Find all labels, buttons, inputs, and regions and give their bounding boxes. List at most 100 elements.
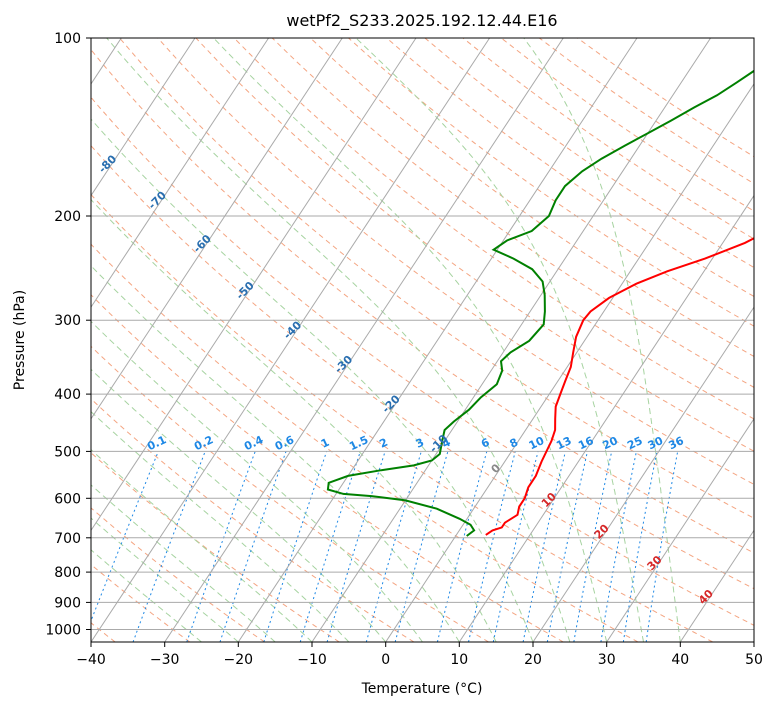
mixing-ratio-line: [132, 451, 206, 642]
mixing-ratio-line: [219, 451, 287, 642]
y-tick-label: 600: [54, 491, 81, 507]
temperature-profile-line: [485, 237, 754, 536]
y-tick-label: 500: [54, 444, 81, 460]
mixing-ratio-line: [91, 451, 159, 623]
moist-adiabat-line: [523, 38, 681, 642]
temperature-annotation: -50: [234, 279, 257, 302]
x-tick-label: 30: [598, 652, 616, 668]
temperature-annotation: -70: [146, 189, 169, 212]
isotherm-line: [753, 641, 754, 642]
mixing-ratio-label: 30: [646, 434, 666, 452]
grid-lines: [91, 38, 754, 642]
y-tick-label: 700: [54, 531, 81, 547]
y-axis-label: Pressure (hPa): [12, 290, 28, 390]
moist-adiabat-line: [91, 118, 534, 642]
temperature-annotation: 30: [645, 553, 665, 573]
dry-adiabat-line: [424, 38, 754, 269]
mixing-ratio-label: 16: [576, 434, 596, 452]
mixing-ratio-line: [522, 451, 566, 642]
mixing-ratio-label: 0.4: [242, 433, 265, 453]
isotherm-line: [385, 83, 754, 642]
dry-adiabat-line: [310, 38, 754, 358]
moist-adiabat-line: [106, 38, 571, 642]
temperature-annotation: 10: [539, 490, 559, 510]
isotherm-line: [532, 306, 754, 642]
mixing-ratio-line: [600, 451, 637, 642]
moist-adiabat-line: [91, 410, 350, 642]
profile-series: [326, 69, 754, 537]
plot-frame: [90, 37, 755, 643]
mixing-ratio-label: 25: [625, 434, 644, 452]
mixing-ratio-line: [326, 451, 386, 642]
dry-adiabat-line: [386, 38, 754, 298]
mixing-ratio-line: [263, 451, 328, 642]
x-tick-label: 0: [381, 652, 390, 668]
moist-adiabat-line: [91, 517, 239, 642]
dry-adiabat-line: [91, 48, 754, 554]
x-axis-label: Temperature (°C): [361, 681, 483, 697]
temperature-annotation: -100: [0, 68, 29, 97]
moist-adiabat-line: [91, 484, 276, 642]
mixing-ratio-label: 13: [554, 434, 573, 452]
temperature-annotation: 0: [489, 461, 504, 476]
dry-adiabat-line: [577, 38, 754, 158]
mixing-ratio-line: [186, 451, 256, 642]
mixing-ratio-line: [492, 451, 539, 642]
dry-adiabat-line: [233, 38, 754, 420]
y-tick-label: 300: [54, 313, 81, 329]
mixing-ratio-line: [573, 451, 613, 642]
isotherm-line: [311, 38, 712, 642]
dry-adiabat-line: [91, 452, 340, 642]
isotherm-line: [164, 38, 564, 642]
y-tick-label: 400: [54, 387, 81, 403]
dry-adiabat-line: [119, 38, 754, 519]
x-tick-label: 40: [671, 652, 689, 668]
isotherm-line: [91, 38, 491, 642]
mixing-ratio-label: 20: [601, 434, 621, 452]
moist-adiabat-line: [91, 198, 497, 642]
isotherm-line: [237, 38, 638, 642]
dry-adiabat-line: [157, 38, 754, 485]
temperature-annotation: -90: [50, 110, 73, 133]
dry-adiabat-line: [91, 243, 639, 642]
mixing-ratio-line: [299, 451, 361, 642]
temperature-annotation: -20: [380, 392, 403, 415]
y-tick-label: 1000: [45, 623, 81, 639]
x-tick-label: −40: [76, 652, 106, 668]
mixing-ratio-line: [394, 451, 449, 642]
mixing-ratio-label: 6: [479, 436, 492, 451]
isotherm-line: [91, 38, 417, 532]
temperature-annotation: -40: [281, 318, 304, 341]
mixing-ratio-line: [645, 451, 679, 642]
isotherm-line: [91, 38, 270, 309]
moist-adiabat-line: [91, 549, 202, 642]
moist-adiabat-line: [213, 38, 608, 642]
dry-adiabat-line: [91, 294, 564, 642]
x-tick-label: 10: [450, 652, 468, 668]
mixing-ratio-label: 8: [508, 436, 520, 451]
dry-adiabat-line: [91, 96, 754, 590]
mixing-ratio-line: [365, 451, 422, 642]
dry-adiabat-line: [91, 345, 489, 642]
mixing-ratio-label: 10: [527, 434, 547, 452]
x-tick-label: −10: [297, 652, 327, 668]
mixing-ratio-label: 36: [667, 434, 687, 452]
dewpoint-profile-line: [326, 69, 754, 537]
annotation-labels: 0.1 0.2 0.4 0.6 1 1.5 2 3 4 6 8 10 13 16 20 25 30 36-100-…: [0, 68, 716, 607]
dry-adiabat-line: [91, 193, 713, 642]
mixing-ratio-label: 0.2: [192, 433, 215, 453]
dry-adiabat-line: [271, 38, 754, 388]
x-tick-label: −30: [150, 652, 180, 668]
temperature-annotation: 20: [592, 521, 612, 541]
mixing-ratio-label: 1.5: [347, 433, 370, 453]
dry-adiabat-line: [91, 144, 754, 626]
moist-adiabat-line: [91, 265, 460, 642]
temperature-annotation: -60: [191, 232, 214, 255]
x-tick-label: 20: [524, 652, 542, 668]
y-tick-label: 200: [54, 209, 81, 225]
mixing-ratio-line: [436, 451, 488, 642]
y-tick-label: 800: [54, 565, 81, 581]
temperature-annotation: -30: [332, 353, 355, 376]
isotherm-line: [91, 38, 343, 420]
x-tick-label: 50: [745, 652, 763, 668]
